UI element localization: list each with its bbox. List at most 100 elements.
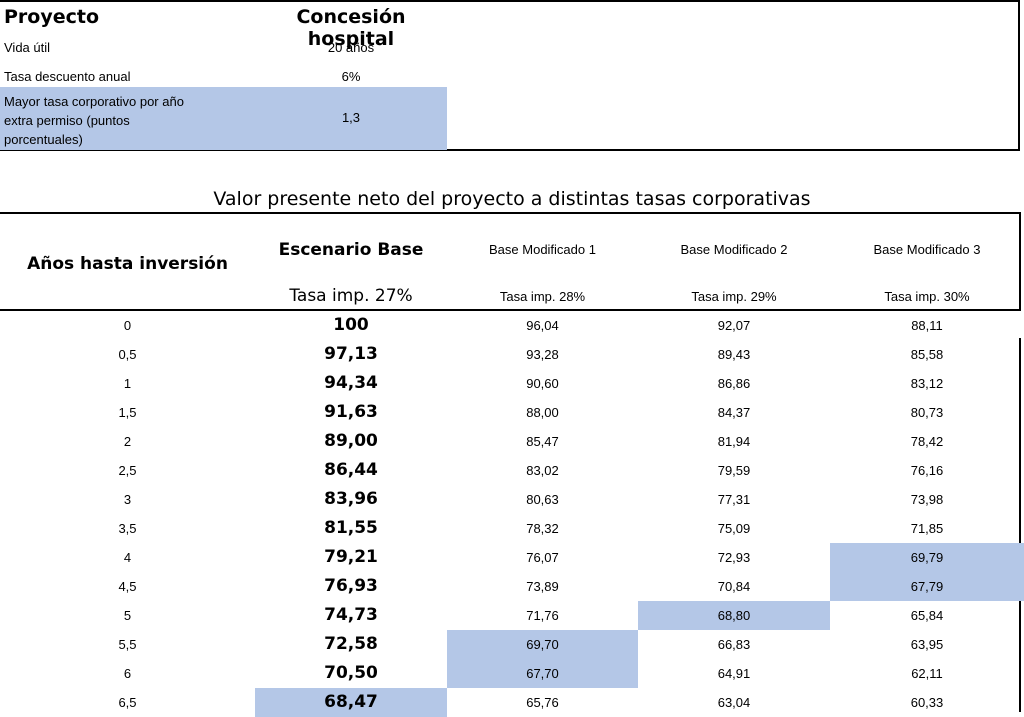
column-name-mod3: Base Modificado 3 xyxy=(873,242,981,257)
value-cell-mod3: 67,79 xyxy=(830,572,1024,601)
years-cell: 2,5 xyxy=(118,463,137,478)
value-cell-mod2: 70,84 xyxy=(717,579,751,594)
value-cell-mod2: 79,59 xyxy=(717,463,751,478)
value-cell-base: 74,73 xyxy=(324,605,378,625)
years-cell: 5,5 xyxy=(118,637,137,652)
table-row: 6,5 68,47 65,76 63,04 60,33 xyxy=(0,688,1024,717)
table-row: 4 79,21 76,07 72,93 69,79 xyxy=(0,543,1024,572)
value-cell-mod2: 63,04 xyxy=(717,695,751,710)
value-cell-mod3: 69,79 xyxy=(830,543,1024,572)
years-cell: 6,5 xyxy=(118,695,137,710)
value-cell-base: 83,96 xyxy=(324,489,378,509)
table-row: 1 94,34 90,60 86,86 83,12 xyxy=(0,369,1024,398)
years-cell: 1 xyxy=(123,376,132,391)
years-cell: 4,5 xyxy=(118,579,137,594)
value-cell-base: 76,93 xyxy=(324,576,378,596)
value-cell-mod2: 77,31 xyxy=(717,492,751,507)
value-cell-mod1: 78,32 xyxy=(526,521,559,536)
value-cell-mod1: 73,89 xyxy=(526,579,559,594)
value-cell-mod2: 84,37 xyxy=(717,405,751,420)
value-cell-mod1: 71,76 xyxy=(526,608,559,623)
column-name-mod2: Base Modificado 2 xyxy=(680,242,788,257)
value-cell-mod3: 60,33 xyxy=(910,695,944,710)
column-name-mod1: Base Modificado 1 xyxy=(489,242,596,257)
value-cell-base: 81,55 xyxy=(324,518,378,538)
value-cell-mod2: 72,93 xyxy=(717,550,751,565)
value-cell-mod1: 67,70 xyxy=(447,659,638,688)
value-cell-mod1: 83,02 xyxy=(526,463,559,478)
table-row: 6 70,50 67,70 64,91 62,11 xyxy=(0,659,1024,688)
column-rate-mod2: Tasa imp. 29% xyxy=(691,289,777,304)
value-cell-mod2: 68,80 xyxy=(638,601,830,630)
table-body: 0 100 96,04 92,07 88,11 0,5 97,13 93,28 89,43 85,… xyxy=(0,311,1024,717)
value-cell-mod3: 83,12 xyxy=(910,376,944,391)
years-cell: 5 xyxy=(123,608,132,623)
value-cell-base: 100 xyxy=(333,315,369,335)
years-cell: 6 xyxy=(123,666,132,681)
mayor-tasa-value: 1,3 xyxy=(341,110,361,125)
value-cell-base: 94,34 xyxy=(324,373,378,393)
column-name-base: Escenario Base xyxy=(278,240,424,260)
table-row: 0,5 97,13 93,28 89,43 85,58 xyxy=(0,340,1024,369)
value-cell-base: 79,21 xyxy=(324,547,378,567)
project-box xyxy=(0,0,1020,151)
table-row: 3,5 81,55 78,32 75,09 71,85 xyxy=(0,514,1024,543)
value-cell-base: 97,13 xyxy=(324,344,378,364)
table-title: Valor presente neto del proyecto a disti… xyxy=(213,188,811,210)
years-cell: 3 xyxy=(123,492,132,507)
table-row: 0 100 96,04 92,07 88,11 xyxy=(0,311,1024,340)
table-row: 4,5 76,93 73,89 70,84 67,79 xyxy=(0,572,1024,601)
value-cell-base: 86,44 xyxy=(324,460,378,480)
value-cell-mod3: 85,58 xyxy=(910,347,944,362)
value-cell-base: 91,63 xyxy=(324,402,378,422)
value-cell-base: 68,47 xyxy=(255,688,447,717)
value-cell-mod2: 64,91 xyxy=(717,666,751,681)
value-cell-mod3: 76,16 xyxy=(910,463,944,478)
value-cell-mod1: 93,28 xyxy=(526,347,559,362)
column-rate-mod1: Tasa imp. 28% xyxy=(499,289,586,304)
project-value: Concesión hospital xyxy=(296,6,406,50)
tasa-descuento-label: Tasa descuento anual xyxy=(4,69,131,84)
mayor-tasa-label-line-2: extra permiso (puntos xyxy=(4,113,130,128)
column-rate-base: Tasa imp. 27% xyxy=(289,286,413,306)
value-cell-mod3: 73,98 xyxy=(910,492,944,507)
value-cell-mod3: 63,95 xyxy=(910,637,944,652)
vida-util-label: Vida útil xyxy=(4,40,51,55)
project-label: Proyecto xyxy=(4,6,100,28)
table-row: 3 83,96 80,63 77,31 73,98 xyxy=(0,485,1024,514)
value-cell-mod3: 65,84 xyxy=(910,608,944,623)
value-cell-mod1: 80,63 xyxy=(526,492,559,507)
value-cell-mod2: 75,09 xyxy=(717,521,751,536)
value-cell-mod1: 69,70 xyxy=(447,630,638,659)
column-rate-mod3: Tasa imp. 30% xyxy=(884,289,970,304)
value-cell-mod2: 66,83 xyxy=(717,637,751,652)
value-cell-mod2: 81,94 xyxy=(717,434,751,449)
mayor-tasa-label: Mayor tasa corporativo por año extra per… xyxy=(4,92,184,149)
value-cell-mod2: 89,43 xyxy=(717,347,751,362)
value-cell-mod1: 76,07 xyxy=(526,550,559,565)
value-cell-mod1: 88,00 xyxy=(526,405,559,420)
value-cell-mod2: 86,86 xyxy=(717,376,751,391)
table-row: 1,5 91,63 88,00 84,37 80,73 xyxy=(0,398,1024,427)
value-cell-mod1: 96,04 xyxy=(526,318,559,333)
table-right-border xyxy=(1019,338,1021,712)
table-row: 2 89,00 85,47 81,94 78,42 xyxy=(0,427,1024,456)
years-cell: 4 xyxy=(123,550,132,565)
table-header-box xyxy=(0,212,1021,311)
value-cell-mod3: 78,42 xyxy=(910,434,944,449)
vida-util-value: 20 años xyxy=(327,40,375,55)
years-cell: 1,5 xyxy=(118,405,137,420)
value-cell-mod3: 62,11 xyxy=(911,666,943,681)
years-cell: 0 xyxy=(123,318,132,333)
value-cell-base: 72,58 xyxy=(324,634,378,654)
table-row: 5 74,73 71,76 68,80 65,84 xyxy=(0,601,1024,630)
value-cell-mod1: 90,60 xyxy=(526,376,559,391)
mayor-tasa-label-line-3: porcentuales) xyxy=(4,132,83,147)
value-cell-mod2: 92,07 xyxy=(717,318,751,333)
value-cell-mod3: 71,85 xyxy=(910,521,944,536)
table-row: 2,5 86,44 83,02 79,59 76,16 xyxy=(0,456,1024,485)
years-cell: 3,5 xyxy=(118,521,137,536)
table-row: 5,5 72,58 69,70 66,83 63,95 xyxy=(0,630,1024,659)
mayor-tasa-highlight xyxy=(0,87,447,150)
value-cell-mod1: 65,76 xyxy=(526,695,559,710)
